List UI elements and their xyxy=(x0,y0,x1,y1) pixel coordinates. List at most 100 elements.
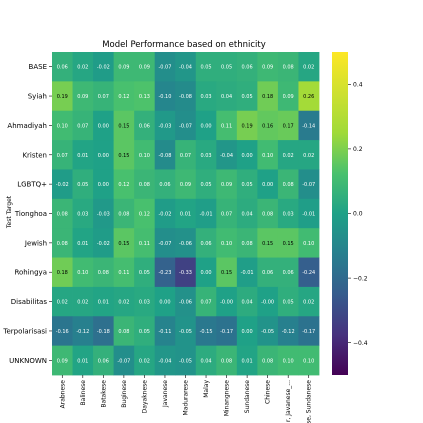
heatmap-cell xyxy=(72,198,94,229)
cell-value-label: -0.12 xyxy=(76,329,89,335)
heatmap-cell xyxy=(216,140,238,170)
chart-title: Model Performance based on ethnicity xyxy=(102,40,266,50)
cell-value-label: 0.19 xyxy=(242,123,253,129)
heatmap-cell xyxy=(134,81,156,112)
heatmap-cell xyxy=(72,140,94,170)
heatmap-cell xyxy=(277,257,299,288)
cell-value-label: 0.05 xyxy=(242,94,253,100)
cell-value-label: 0.17 xyxy=(283,123,294,129)
cell-value-label: 0.01 xyxy=(180,212,191,218)
heatmap-cell xyxy=(52,110,73,141)
cell-value-label: -0.23 xyxy=(158,270,171,276)
heatmap-cell xyxy=(257,316,279,347)
cell-value-label: 0.10 xyxy=(283,358,294,364)
heatmap-cell xyxy=(52,140,73,170)
heatmap-cell xyxy=(236,345,258,376)
heatmap-cell xyxy=(93,345,115,376)
cell-value-label: 0.15 xyxy=(283,241,294,247)
column-label: r, Javanese_... xyxy=(285,380,292,422)
heatmap-cell xyxy=(257,140,279,170)
cell-value-label: 0.00 xyxy=(159,300,170,306)
cell-value-label: 0.19 xyxy=(57,94,68,100)
heatmap-cell xyxy=(298,140,320,170)
cell-value-label: -0.08 xyxy=(179,94,192,100)
cell-value-label: -0.02 xyxy=(97,65,110,71)
cell-value-label: -0.17 xyxy=(220,329,233,335)
cell-value-label: 0.08 xyxy=(242,241,253,247)
cell-value-label: 0.08 xyxy=(221,358,232,364)
cell-value-label: 0.01 xyxy=(98,300,109,306)
heatmap-cell xyxy=(154,169,176,200)
cell-value-label: 0.10 xyxy=(262,153,273,159)
heatmap-cell xyxy=(134,110,156,141)
row-label: LGBTQ+ xyxy=(17,181,47,189)
cell-value-label: 0.03 xyxy=(283,212,294,218)
heatmap-cell xyxy=(154,286,176,317)
cell-value-label: 0.07 xyxy=(57,153,68,159)
column-labels: Arabnese Balinese Batakese Buginese Dayaknes… xyxy=(59,375,313,423)
heatmap-cell xyxy=(93,198,115,229)
heatmap-cell xyxy=(236,140,258,170)
cell-value-label: 0.07 xyxy=(200,300,211,306)
cell-value-label: -0.11 xyxy=(158,329,171,335)
cell-value-label: 0.05 xyxy=(139,329,150,335)
cell-value-label: 0.06 xyxy=(139,123,150,129)
heatmap-cell xyxy=(298,345,320,376)
cell-value-label: -0.05 xyxy=(261,329,274,335)
heatmap-cell xyxy=(113,345,135,376)
heatmap-cell xyxy=(175,286,197,317)
cell-value-label: 0.12 xyxy=(118,94,129,100)
cell-value-label: 0.08 xyxy=(98,270,109,276)
cell-value-label: 0.07 xyxy=(221,212,232,218)
heatmap-cell xyxy=(154,140,176,170)
cell-value-label: 0.00 xyxy=(242,153,253,159)
heatmap-cell xyxy=(257,52,279,82)
heatmap-cell xyxy=(216,228,238,258)
cell-value-label: -0.01 xyxy=(241,270,254,276)
cell-value-label: -0.05 xyxy=(179,358,192,364)
colorbar-tick-label: 0.2 xyxy=(353,146,363,153)
cell-value-label: 0.05 xyxy=(139,270,150,276)
heatmap-cell xyxy=(93,140,115,170)
heatmap-cell xyxy=(113,286,135,317)
cell-value-label: -0.14 xyxy=(302,123,315,129)
cell-value-label: 0.15 xyxy=(118,241,129,247)
heatmap-cell xyxy=(195,140,217,170)
heatmap-cell xyxy=(154,257,176,288)
cell-value-label: 0.08 xyxy=(118,212,129,218)
heatmap-cell xyxy=(52,169,73,200)
heatmap-cell xyxy=(195,169,217,200)
colorbar xyxy=(332,52,348,375)
heatmap-cell xyxy=(236,286,258,317)
heatmap-cell xyxy=(216,81,238,112)
heatmap-cell xyxy=(298,198,320,229)
cell-value-label: 0.26 xyxy=(303,94,314,100)
cell-value-label: 0.09 xyxy=(118,65,129,71)
row-label: Disabilitas xyxy=(11,298,48,306)
cell-value-label: -0.07 xyxy=(117,358,130,364)
heatmap-cell xyxy=(298,110,320,141)
cell-value-label: 0.01 xyxy=(77,358,88,364)
heatmap-cell xyxy=(277,169,299,200)
heatmap-cell xyxy=(134,316,156,347)
heatmap-cell xyxy=(52,286,73,317)
heatmap-cell xyxy=(236,228,258,258)
cell-value-label: 0.10 xyxy=(139,153,150,159)
heatmap-cell xyxy=(113,140,135,170)
heatmap-cell xyxy=(52,316,73,347)
heatmap-cell xyxy=(93,81,115,112)
column-label: Chinese xyxy=(265,380,272,404)
heatmap-cell xyxy=(134,345,156,376)
cell-value-label: -0.16 xyxy=(56,329,69,335)
heatmap-cell xyxy=(154,316,176,347)
heatmap-cell xyxy=(113,228,135,258)
column-label: Javanese xyxy=(162,380,169,408)
heatmap-cell xyxy=(113,257,135,288)
heatmap-cell xyxy=(298,169,320,200)
cell-value-label: -0.06 xyxy=(179,300,192,306)
row-label: BASE xyxy=(29,63,47,71)
cell-value-label: 0.03 xyxy=(139,300,150,306)
heatmap-cell xyxy=(298,257,320,288)
heatmap-cell xyxy=(154,198,176,229)
heatmap-cell xyxy=(113,110,135,141)
